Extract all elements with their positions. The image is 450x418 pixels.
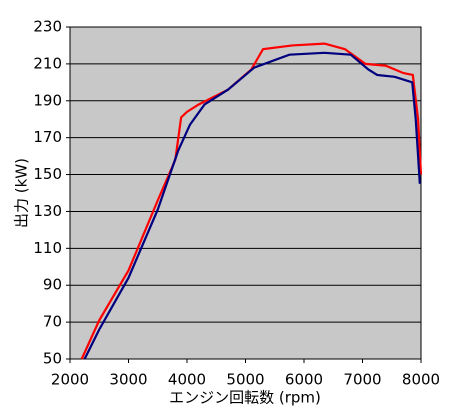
y-tick-label: 130 (33, 202, 62, 220)
y-tick-label: 230 (33, 18, 62, 36)
series-line (80, 42, 423, 360)
x-tick-label: 6000 (285, 371, 323, 389)
plot-border (69, 26, 422, 360)
x-axis-label: エンジン回転数 (rpm) (169, 389, 321, 407)
series-line (83, 51, 421, 360)
x-tick-label: 4000 (168, 371, 206, 389)
y-tick-label: 90 (43, 276, 62, 294)
y-tick-label: 150 (33, 165, 62, 183)
x-tick-label: 8000 (402, 371, 440, 389)
x-tick-label: 2000 (51, 371, 89, 389)
y-axis-label: 出力 (kW) (13, 158, 31, 228)
y-tick-label: 50 (43, 350, 62, 368)
y-tick-label: 110 (33, 239, 62, 257)
y-tick-label: 210 (33, 54, 62, 72)
x-tick-label: 5000 (226, 371, 264, 389)
x-tick-label: 3000 (109, 371, 147, 389)
x-tick-label: 7000 (343, 371, 381, 389)
y-tick-label: 170 (33, 128, 62, 146)
y-tick-label: 190 (33, 91, 62, 109)
plot-area (70, 27, 421, 359)
y-tick-label: 70 (43, 313, 62, 331)
